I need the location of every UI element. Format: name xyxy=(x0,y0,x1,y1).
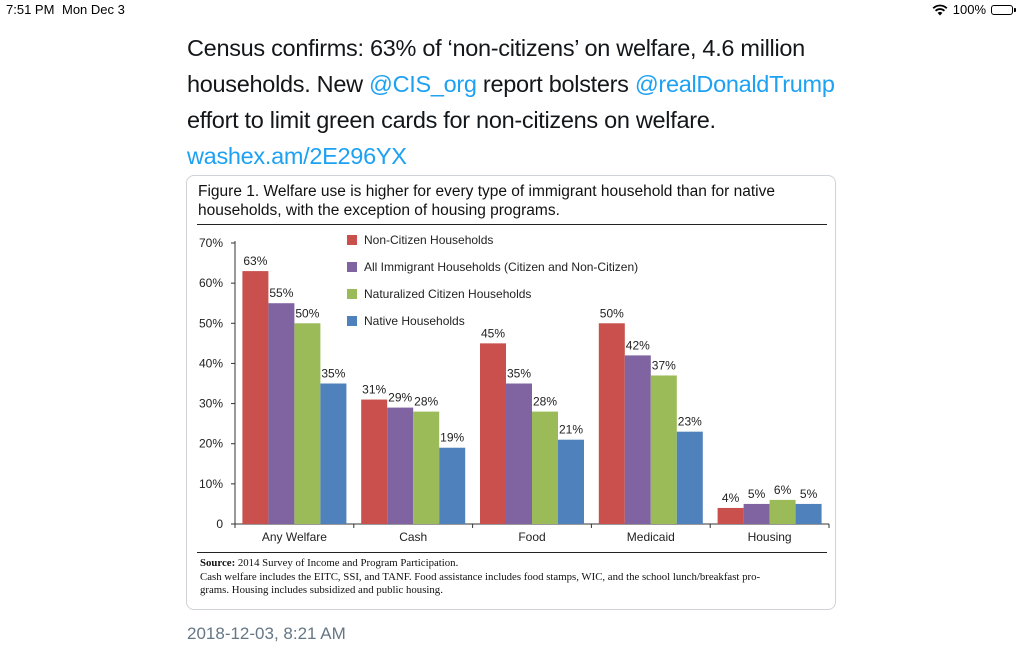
bar xyxy=(769,499,796,524)
bar xyxy=(439,447,466,524)
data-label: 4% xyxy=(722,491,740,505)
bar xyxy=(598,323,625,524)
bar xyxy=(650,375,677,524)
x-category-label: Any Welfare xyxy=(262,530,327,544)
wifi-icon xyxy=(932,4,948,15)
status-time: 7:51 PM xyxy=(6,2,55,17)
figure-image[interactable]: Figure 1. Welfare use is higher for ever… xyxy=(186,175,836,610)
figure-source: Source: 2014 Survey of Income and Progra… xyxy=(200,557,820,598)
bar xyxy=(532,411,558,524)
bar xyxy=(268,303,295,524)
data-label: 42% xyxy=(626,338,650,352)
x-category-label: Medicaid xyxy=(627,530,675,544)
tweet-text-segment: report bolsters xyxy=(476,71,635,97)
data-label: 23% xyxy=(678,415,702,429)
bar xyxy=(294,323,321,524)
figure-note-line: Cash welfare includes the EITC, SSI, and… xyxy=(200,570,761,583)
bar xyxy=(361,399,388,524)
data-label: 5% xyxy=(748,487,766,501)
bar xyxy=(480,343,506,524)
legend-label: Native Households xyxy=(364,314,465,328)
mention-realdonaldtrump[interactable]: @realDonaldTrump xyxy=(634,71,835,97)
y-tick-label: 0 xyxy=(216,517,223,531)
tweet-line-1: Census confirms: 63% of ‘non-citizens’ o… xyxy=(187,35,805,61)
data-label: 50% xyxy=(600,306,624,320)
figure-divider xyxy=(197,552,827,553)
y-tick-label: 60% xyxy=(199,276,223,290)
status-date: Mon Dec 3 xyxy=(62,2,125,17)
legend-swatch xyxy=(347,316,357,326)
data-label: 45% xyxy=(481,326,505,340)
tweet-link[interactable]: washex.am/2E296YX xyxy=(187,143,407,169)
legend-label: All Immigrant Households (Citizen and No… xyxy=(364,260,638,274)
data-label: 29% xyxy=(388,391,412,405)
data-label: 28% xyxy=(414,395,438,409)
tweet-line-3: effort to limit green cards for non-citi… xyxy=(187,107,716,133)
bar-chart: 010%20%30%40%50%60%70%63%55%50%35%Any We… xyxy=(199,233,830,544)
x-category-label: Cash xyxy=(399,530,427,544)
data-label: 5% xyxy=(800,487,818,501)
bar xyxy=(717,507,744,524)
x-category-label: Housing xyxy=(748,530,792,544)
data-label: 31% xyxy=(362,383,386,397)
y-tick-label: 10% xyxy=(199,477,223,491)
x-category-label: Food xyxy=(518,530,545,544)
data-label: 35% xyxy=(321,367,345,381)
data-label: 19% xyxy=(440,431,464,445)
legend-label: Non-Citizen Households xyxy=(364,233,493,247)
data-label: 6% xyxy=(774,483,792,497)
bar xyxy=(387,407,414,524)
y-tick-label: 30% xyxy=(199,397,223,411)
y-tick-label: 40% xyxy=(199,356,223,370)
data-label: 63% xyxy=(243,254,267,268)
bar xyxy=(506,383,532,524)
status-bar: 7:51 PM Mon Dec 3 100% xyxy=(0,0,1024,20)
bar xyxy=(795,503,822,524)
tweet-line-2: households. New @CIS_org report bolsters… xyxy=(187,66,847,102)
bar xyxy=(743,503,770,524)
data-label: 35% xyxy=(507,367,531,381)
source-label: Source: xyxy=(200,557,236,569)
figure-title-line: Figure 1. Welfare use is higher for ever… xyxy=(198,183,775,200)
battery-percent: 100% xyxy=(952,2,986,17)
bar xyxy=(413,411,440,524)
bar xyxy=(320,383,347,524)
data-label: 21% xyxy=(559,423,583,437)
bar xyxy=(624,355,651,524)
legend-label: Naturalized Citizen Households xyxy=(364,287,531,301)
bar xyxy=(242,271,269,524)
y-tick-label: 70% xyxy=(199,236,223,250)
figure-title: Figure 1. Welfare use is higher for ever… xyxy=(198,182,828,220)
bar xyxy=(558,439,584,524)
y-tick-label: 20% xyxy=(199,437,223,451)
legend-swatch xyxy=(347,262,357,272)
data-label: 37% xyxy=(652,358,676,372)
data-label: 50% xyxy=(295,306,319,320)
figure-note-line: grams. Housing includes subsidized and p… xyxy=(200,584,443,596)
legend-swatch xyxy=(347,235,357,245)
tweet-text: Census confirms: 63% of ‘non-citizens’ o… xyxy=(187,30,847,174)
tweet-timestamp: 2018-12-03, 8:21 AM xyxy=(187,624,346,643)
source-text: 2014 Survey of Income and Program Partic… xyxy=(235,557,459,569)
battery-icon xyxy=(991,4,1016,15)
bar xyxy=(676,431,703,524)
data-label: 55% xyxy=(269,286,293,300)
data-label: 28% xyxy=(533,395,557,409)
tweet-text-segment: households. New xyxy=(187,71,370,97)
mention-cis-org[interactable]: @CIS_org xyxy=(369,71,477,97)
y-tick-label: 50% xyxy=(199,316,223,330)
figure-title-line: households, with the exception of housin… xyxy=(198,202,560,219)
figure-divider xyxy=(197,224,827,225)
legend-swatch xyxy=(347,289,357,299)
